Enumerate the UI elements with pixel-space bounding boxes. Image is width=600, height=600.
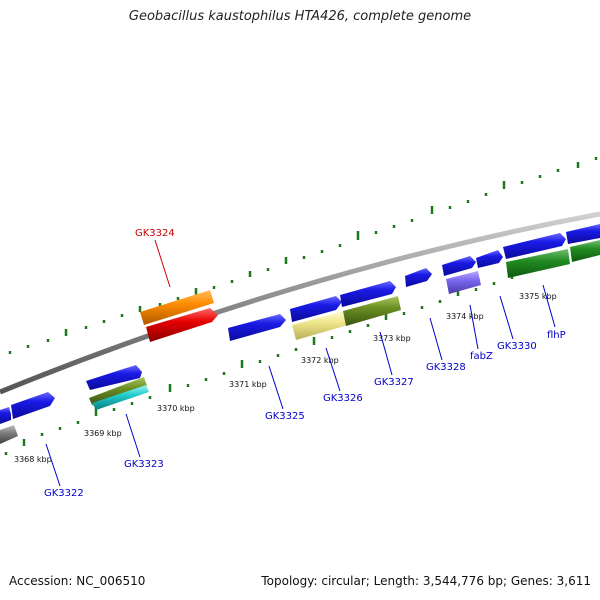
gene-label-gk3325[interactable]: GK3325 xyxy=(265,411,305,422)
gene-gk3323-b[interactable] xyxy=(86,365,142,390)
gene-labels[interactable]: GK3324 GK3322 GK3323 GK3325 GK3326 GK332… xyxy=(44,228,566,499)
scale-label-3371: 3371 kbp xyxy=(229,380,267,389)
gene-gk3322-gray[interactable] xyxy=(0,425,18,444)
gene-gk3324-orange[interactable] xyxy=(140,290,214,325)
scale-label-3370: 3370 kbp xyxy=(157,404,195,413)
genome-backbone xyxy=(0,211,600,395)
gene-gk3326[interactable] xyxy=(290,296,342,322)
gene-flhp-2[interactable] xyxy=(566,224,600,244)
topology-text: Topology: circular; Length: 3,544,776 bp… xyxy=(261,574,591,588)
gene-flhp-1[interactable] xyxy=(503,233,566,259)
label-leaders xyxy=(45,239,556,487)
gene-left-1[interactable] xyxy=(0,407,11,424)
gene-label-gk3330[interactable]: GK3330 xyxy=(497,341,537,352)
gene-label-fabz[interactable]: fabZ xyxy=(470,351,493,362)
gene-gk3330-green[interactable] xyxy=(506,249,570,278)
gene-label-gk3322[interactable]: GK3322 xyxy=(44,488,84,499)
gene-label-gk3324[interactable]: GK3324 xyxy=(135,228,175,239)
map-title: Geobacillus kaustophilus HTA426, complet… xyxy=(128,9,472,24)
gene-gk3324-red[interactable] xyxy=(146,308,218,342)
outer-tick-track xyxy=(8,157,598,354)
forward-strand-genes[interactable] xyxy=(0,224,600,424)
gene-label-gk3326[interactable]: GK3326 xyxy=(323,393,363,404)
scale-label-3373: 3373 kbp xyxy=(373,334,411,343)
gene-gk3327[interactable] xyxy=(340,281,396,307)
gene-fabz[interactable] xyxy=(442,256,476,276)
scale-label-3369: 3369 kbp xyxy=(84,429,122,438)
gene-label-flhp[interactable]: flhP xyxy=(547,330,566,341)
gene-gk3328[interactable] xyxy=(405,268,432,287)
gene-label-gk3323[interactable]: GK3323 xyxy=(124,459,164,470)
gene-gk3325[interactable] xyxy=(228,314,286,341)
gene-fabz-slate[interactable] xyxy=(446,271,481,294)
gene-gk3323-olive[interactable] xyxy=(89,377,147,405)
gene-left-2[interactable] xyxy=(11,392,55,419)
scale-label-3368: 3368 kbp xyxy=(14,455,52,464)
gene-gk3330[interactable] xyxy=(476,250,503,268)
scale-labels: 3368 kbp 3369 kbp 3370 kbp 3371 kbp 3372… xyxy=(14,292,557,464)
scale-label-3374: 3374 kbp xyxy=(446,312,484,321)
scale-label-3375: 3375 kbp xyxy=(519,292,557,301)
accession-text: Accession: NC_006510 xyxy=(9,574,146,588)
gene-gk3327-olive[interactable] xyxy=(343,296,401,326)
scale-label-3372: 3372 kbp xyxy=(301,356,339,365)
gene-label-gk3328[interactable]: GK3328 xyxy=(426,362,466,373)
gene-gk3326-khaki[interactable] xyxy=(292,311,348,340)
gene-gk3323-cyan[interactable] xyxy=(92,385,149,410)
gene-label-gk3327[interactable]: GK3327 xyxy=(374,377,414,388)
feature-blocks[interactable] xyxy=(0,240,600,444)
gene-flhp-green[interactable] xyxy=(570,240,600,262)
